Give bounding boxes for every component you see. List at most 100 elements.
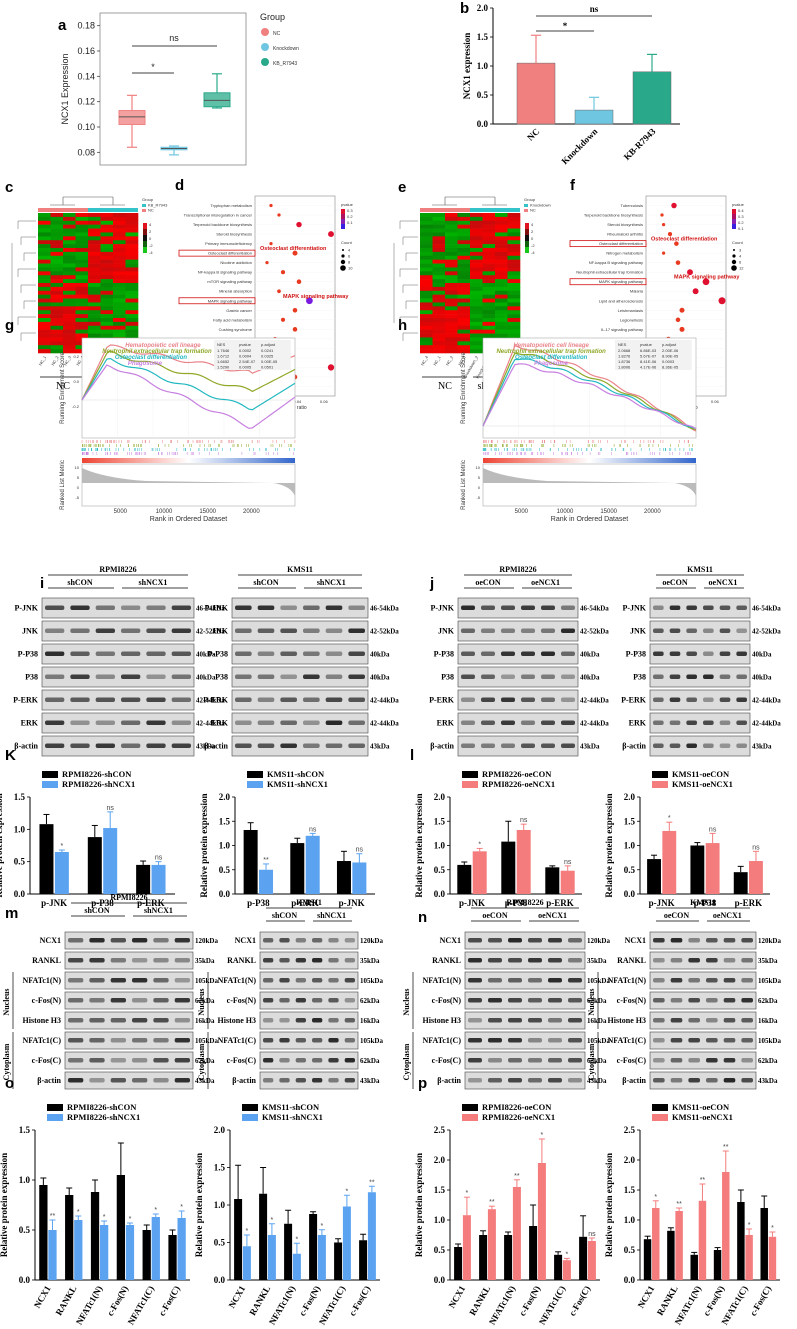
heat-cell — [63, 255, 76, 260]
y-tick-label: 1.0 — [434, 1215, 446, 1225]
band — [89, 1078, 105, 1083]
blot-row-label: NFATc1(C) — [217, 1036, 256, 1045]
heat-cell — [432, 321, 446, 327]
heat-cell — [63, 286, 76, 292]
blot-row-label: NFATc1(N) — [607, 976, 646, 985]
highlight-box — [178, 297, 256, 305]
heat-cell — [125, 286, 139, 292]
band — [95, 697, 115, 702]
blot-row-label: JNK — [438, 627, 455, 636]
band — [723, 938, 736, 943]
heat-cell — [445, 236, 458, 241]
heat-cell — [457, 248, 471, 253]
heat-cell — [445, 248, 458, 253]
blot-row-label: P-P38 — [208, 650, 228, 659]
blot-row-label: Histone H3 — [23, 1016, 61, 1025]
band — [68, 978, 84, 983]
band — [279, 1078, 290, 1083]
heat-cell — [50, 271, 64, 276]
x-tick-label: NCX1 — [447, 1284, 468, 1310]
heat-cell — [50, 244, 64, 249]
legend-dot — [261, 58, 269, 66]
band — [95, 674, 115, 679]
y-tick-label: 0.0 — [624, 889, 636, 899]
heat-cell — [482, 333, 496, 338]
band — [325, 605, 343, 610]
heat-cell — [38, 321, 51, 327]
heat-cell — [470, 318, 483, 323]
term-label: Leishmaniasis — [618, 308, 643, 313]
sig-mark: * — [748, 1222, 751, 1229]
band — [312, 1018, 323, 1023]
group-bar-a — [420, 208, 470, 212]
x-tick-label: NFATc1(C) — [317, 1284, 347, 1327]
heat-cell — [470, 240, 483, 245]
heat-cell — [507, 329, 521, 334]
stats-table-cell: 0.0005 — [239, 365, 252, 370]
x-tick-label: NFATc1(N) — [74, 1284, 104, 1327]
heat-cell — [470, 220, 483, 225]
sig-mark: ** — [514, 1173, 520, 1180]
heat-cell — [420, 298, 433, 303]
heat-cell — [445, 224, 458, 229]
heat-cell — [113, 286, 126, 292]
band — [344, 958, 355, 963]
x-tick-label: 15000 — [600, 509, 617, 515]
y-tick-label: 0.10 — [77, 122, 95, 132]
heat-cell — [482, 283, 496, 288]
band — [568, 1038, 582, 1043]
bar-KMS11-oeNCX1 — [662, 830, 677, 894]
size-legend-label: 6 — [739, 260, 742, 265]
band — [121, 605, 141, 610]
band — [45, 720, 65, 725]
heat-cell — [432, 213, 446, 218]
heat-cell — [38, 271, 51, 276]
colorbar-label: 4 — [531, 222, 534, 227]
heat-cell — [457, 349, 471, 354]
heat-cell — [420, 290, 433, 295]
band — [670, 1058, 683, 1063]
term-dot — [660, 213, 664, 217]
band — [688, 1038, 700, 1043]
x-tick-label: 0.06 — [320, 399, 329, 404]
heat-cell — [125, 314, 139, 319]
legend-title: pvalue — [732, 202, 745, 207]
heat-cell — [63, 240, 76, 245]
band — [279, 938, 290, 943]
legend-label: KMS11-oeCON — [672, 769, 730, 779]
band — [257, 651, 275, 656]
heat-cell — [88, 294, 101, 299]
band — [481, 674, 495, 679]
box-KB_R7943 — [203, 73, 231, 109]
blot-row-label: P-JNK — [622, 604, 646, 613]
heat-cell — [50, 310, 64, 315]
size-legend-label: 12 — [739, 266, 744, 271]
y-tick-label: 1.5 — [624, 816, 636, 826]
heat-cell — [38, 318, 51, 323]
x-tick-label: p-P38 — [694, 898, 717, 908]
heat-cell — [432, 349, 446, 354]
size-legend-dot — [340, 265, 346, 271]
heat-cell — [125, 325, 139, 330]
y-tick-label: 1.0 — [434, 841, 446, 851]
band — [132, 1018, 148, 1023]
group-label: shCON — [67, 578, 93, 587]
term-label: mTOR signaling pathway — [207, 279, 252, 284]
ranked-metric-area — [483, 468, 696, 496]
kda-label: 43kDa — [195, 1077, 215, 1085]
heat-cell — [482, 263, 496, 268]
band — [468, 998, 482, 1003]
heat-cell — [75, 232, 89, 237]
heat-cell — [38, 337, 51, 342]
sig-mark: ** — [676, 1201, 682, 1208]
band — [70, 651, 90, 656]
heat-cell — [63, 325, 76, 330]
band — [325, 697, 343, 702]
heat-cell — [125, 333, 139, 338]
heat-cell — [50, 228, 64, 233]
blot-strip — [231, 597, 369, 619]
heat-cell — [88, 329, 101, 334]
band — [295, 1038, 306, 1043]
